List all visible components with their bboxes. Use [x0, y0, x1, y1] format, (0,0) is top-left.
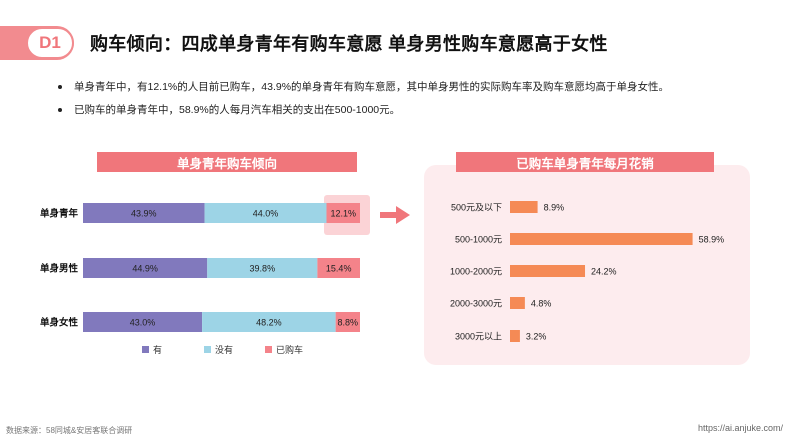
- right-chart-header: 已购车单身青年每月花销: [456, 152, 714, 172]
- legend-swatch: [265, 346, 272, 353]
- legend-label: 没有: [215, 344, 233, 355]
- stacked-bar-segment: [83, 258, 208, 278]
- data-label: 44.9%: [132, 264, 158, 274]
- summary-bullets: 单身青年中，有12.1%的人目前已购车，43.9%的单身青年有购车意愿，其中单身…: [58, 80, 669, 126]
- legend-label: 已购车: [276, 344, 303, 355]
- data-label: 43.0%: [130, 318, 156, 328]
- data-label: 48.2%: [256, 318, 282, 328]
- page-title: 购车倾向：四成单身青年有购车意愿 单身男性购车意愿高于女性: [90, 34, 608, 54]
- legend-swatch: [204, 346, 211, 353]
- bullet-text: 单身青年中，有12.1%的人目前已购车，43.9%的单身青年有购车意愿，其中单身…: [74, 81, 670, 93]
- category-label: 单身男性: [40, 263, 79, 275]
- bullet-dot: [58, 108, 62, 112]
- data-label: 44.0%: [253, 209, 279, 219]
- stacked-bar-segment: [202, 312, 336, 332]
- data-source-note: 数据来源：58同城&安居客联合调研: [6, 426, 133, 435]
- category-label: 单身青年: [40, 208, 79, 220]
- stacked-bar-segment: [317, 258, 360, 278]
- stacked-bar-segment: [335, 312, 360, 332]
- data-label: 8.8%: [338, 318, 359, 328]
- data-label: 39.8%: [250, 264, 276, 274]
- section-number: D1: [39, 33, 61, 52]
- legend-label: 有: [153, 344, 162, 355]
- left-chart-header: 单身青年购车倾向: [97, 152, 357, 172]
- right-chart-panel: [424, 165, 750, 365]
- data-label: 15.4%: [326, 264, 352, 274]
- bullet-dot: [58, 85, 62, 89]
- bullet-text: 已购车的单身青年中，58.9%的人每月汽车相关的支出在500-1000元。: [74, 104, 401, 116]
- stacked-bar-segment: [204, 203, 327, 223]
- legend-swatch: [142, 346, 149, 353]
- stacked-bar-segment: [207, 258, 318, 278]
- section-badge-circle: D1: [26, 27, 74, 59]
- footer-url: https://ai.anjuke.com/: [697, 423, 783, 433]
- section-badge: D1: [0, 26, 74, 60]
- bullet-item: 已购车的单身青年中，58.9%的人每月汽车相关的支出在500-1000元。: [58, 103, 669, 117]
- stacked-bar-segment: [83, 312, 203, 332]
- arrow-right-icon: [380, 206, 410, 224]
- data-label: 43.9%: [131, 209, 157, 219]
- bullet-item: 单身青年中，有12.1%的人目前已购车，43.9%的单身青年有购车意愿，其中单身…: [58, 80, 669, 94]
- category-label: 单身女性: [40, 317, 79, 329]
- stacked-bar-segment: [83, 203, 205, 223]
- purchased-highlight-box: [324, 195, 370, 235]
